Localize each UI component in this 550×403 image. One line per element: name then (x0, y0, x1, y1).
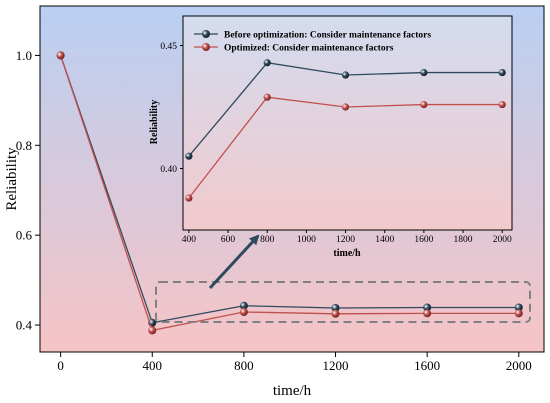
main-series-1-point (148, 326, 157, 335)
inset-x-tick-label: 1000 (297, 235, 316, 245)
inset-series-0-point (263, 59, 271, 67)
main-series-1-point (331, 309, 340, 318)
inset-axis-ticks: 400 600 800 1000 1200 1400 1600 1800 2000 0.40 0.4… (160, 42, 512, 245)
main-x-tick-label: 1200 (323, 358, 349, 373)
inset-x-tick-label: 800 (260, 235, 275, 245)
legend-marker-optimized (202, 43, 210, 51)
main-x-tick-label: 2000 (506, 358, 532, 373)
main-y-tick-label: 0.8 (16, 138, 32, 153)
inset-x-tick-label: 1400 (375, 235, 394, 245)
main-y-tick-label: 0.6 (16, 228, 33, 243)
main-x-axis-title: time/h (273, 383, 312, 399)
inset-x-tick-label: 600 (221, 235, 236, 245)
main-x-tick-label: 400 (143, 358, 163, 373)
inset-series-0-point (420, 68, 428, 77)
inset-x-tick-label: 1200 (336, 235, 355, 245)
main-series-0-point (423, 303, 432, 312)
inset-y-tick-label: 0.45 (160, 42, 177, 52)
inset-x-tick-label: 1600 (414, 235, 433, 245)
inset-x-tick-label: 1800 (454, 235, 473, 245)
main-x-tick-label: 1600 (414, 358, 440, 373)
main-series-1-point (239, 308, 248, 317)
main-y-axis-title: Reliability (4, 147, 20, 211)
legend-marker-before (202, 30, 210, 38)
inset-plot-area (182, 15, 513, 231)
main-x-tick-label: 0 (57, 358, 64, 373)
inset-series-0-point (498, 68, 506, 77)
inset-series-1-point (420, 100, 428, 109)
main-series-1-line (60, 55, 519, 332)
legend-label-before: Before optimization: Consider maintenanc… (224, 31, 431, 41)
inset-legend: Before optimization: Consider maintenanc… (194, 30, 431, 54)
main-series-0-point (331, 303, 340, 312)
inset-series-0-point (341, 71, 350, 79)
main-series-0-point (514, 303, 523, 312)
inset-series-1-point (263, 93, 271, 101)
inset-series-group (185, 59, 506, 202)
main-series-0-point (239, 301, 248, 310)
main-series-1-point (56, 51, 65, 60)
main-series-1-point (514, 309, 523, 318)
main-y-tick-label: 1.0 (16, 48, 32, 63)
zoom-arrow (208, 234, 260, 290)
legend-label-optimized: Optimized: Consider maintenance factors (224, 44, 394, 54)
zoom-highlight-box (155, 281, 531, 323)
inset-x-axis-title: time/h (333, 248, 361, 259)
inset-series-1-point (341, 103, 350, 111)
inset-series-1-point (185, 194, 193, 202)
inset-series-1-point (498, 100, 506, 109)
main-series-1-point (423, 309, 432, 318)
main-series-group (56, 51, 523, 335)
main-x-tick-label: 800 (234, 358, 254, 373)
inset-y-tick-label: 0.40 (160, 165, 177, 175)
main-y-tick-label: 0.4 (16, 318, 33, 333)
inset-x-tick-label: 400 (182, 235, 197, 245)
inset-series-0-point (185, 152, 193, 160)
inset-y-axis-title: Reliability (149, 100, 160, 144)
inset-x-tick-label: 2000 (493, 235, 512, 245)
main-series-0-line (60, 55, 519, 324)
main-axis-ticks: 0 400 800 1200 1600 2000 0.4 0.6 0.8 1.0 (16, 48, 532, 373)
